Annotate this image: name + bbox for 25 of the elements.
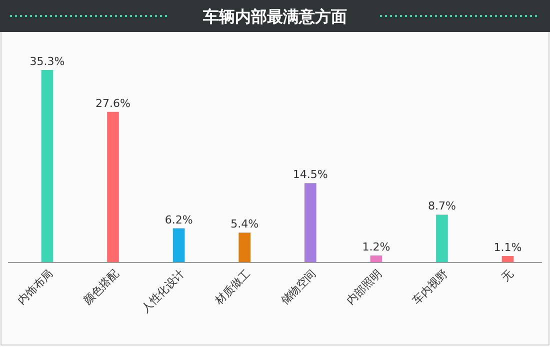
bar bbox=[304, 183, 316, 262]
x-tick-label: 车内视野 bbox=[410, 267, 450, 308]
x-tick-label: 储物空间 bbox=[278, 267, 319, 308]
bar bbox=[436, 214, 448, 262]
bar bbox=[502, 256, 514, 262]
chart-title: 车辆内部最满意方面 bbox=[202, 7, 347, 26]
data-label: 14.5% bbox=[292, 168, 328, 182]
bar bbox=[172, 228, 185, 262]
x-tick-label: 人性化设计 bbox=[138, 267, 188, 316]
data-label: 1.2% bbox=[362, 240, 390, 254]
x-tick-label: 无 bbox=[499, 267, 516, 284]
bar bbox=[41, 70, 54, 262]
data-label: 5.4% bbox=[230, 218, 259, 231]
bar bbox=[370, 255, 382, 262]
x-tick-label: 内部照明 bbox=[344, 267, 384, 308]
data-label: 35.3% bbox=[30, 55, 65, 68]
data-label: 6.2% bbox=[164, 213, 193, 226]
x-tick-label: 材质做工 bbox=[212, 267, 253, 308]
x-tick-label: 内饰布局 bbox=[15, 267, 56, 308]
x-tick-label: 颜色搭配 bbox=[80, 267, 122, 308]
bar bbox=[107, 112, 119, 262]
data-label: 1.1% bbox=[494, 241, 522, 254]
data-label: 27.6% bbox=[96, 96, 131, 110]
data-label: 8.7% bbox=[428, 200, 456, 213]
bar bbox=[238, 232, 251, 262]
